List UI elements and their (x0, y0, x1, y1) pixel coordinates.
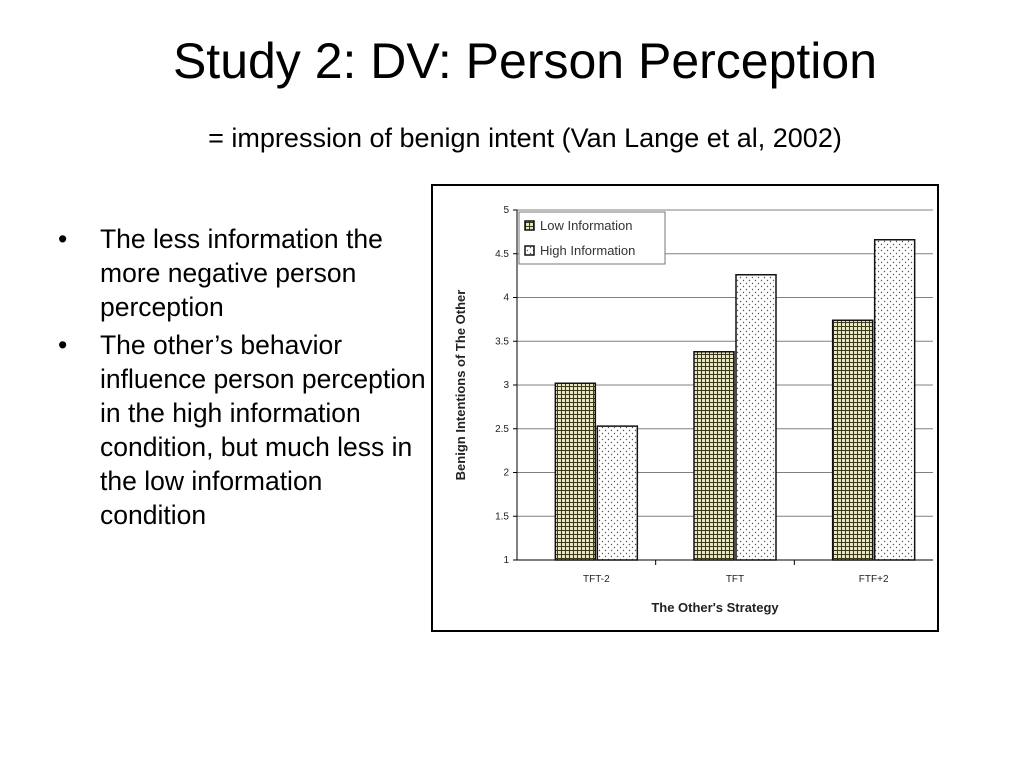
bar-chart: 1 1.5 2 2.5 3 3.5 4 4.5 5 TFT-2 TFT FTF+2 The Other'… (453, 205, 933, 615)
slide-title: Study 2: DV: Person Perception (172, 33, 878, 89)
x-tick-label: TFT (726, 574, 744, 585)
y-tick-label: 2.5 (495, 424, 509, 435)
bullet-text: The less information the more negative p… (100, 224, 383, 322)
legend-swatch-low (524, 220, 535, 231)
y-tick-label: 4 (503, 293, 509, 304)
y-axis-title: Benign Intentions of The Other (453, 290, 468, 481)
legend-swatch-high (524, 245, 535, 256)
y-tick-label: 5 (503, 205, 509, 216)
bar-low-information (554, 382, 597, 561)
bullet-list: • The less information the more negative… (58, 222, 430, 536)
y-tick-label: 1.5 (495, 511, 509, 522)
bullet-dot: • (58, 224, 68, 254)
legend-box (518, 211, 666, 265)
chart-frame: 1 1.5 2 2.5 3 3.5 4 4.5 5 TFT-2 TFT FTF+2 The Other'… (431, 184, 939, 632)
bullet-item: • The other’s behavior influence person … (58, 328, 430, 532)
bar-low-information (831, 319, 874, 561)
bar-low-information (693, 351, 735, 561)
y-tick-label: 4.5 (495, 249, 509, 260)
y-tick-label: 1 (503, 555, 509, 566)
bar-high-information (735, 274, 777, 561)
x-axis-title: The Other's Strategy (651, 600, 779, 615)
legend-label: High Information (540, 243, 635, 258)
y-tick-label: 2 (503, 468, 509, 479)
x-tick-label: FTF+2 (859, 574, 889, 585)
bullet-text: The other’s behavior influence person pe… (100, 330, 426, 530)
y-tick-label: 3 (503, 380, 509, 391)
y-tick-label: 3.5 (495, 336, 509, 347)
bar-high-information (596, 425, 639, 561)
bullet-item: • The less information the more negative… (58, 222, 430, 324)
bullet-dot: • (58, 330, 68, 360)
x-tick-label: TFT-2 (583, 574, 610, 585)
bar-high-information (873, 239, 916, 561)
legend-label: Low Information (540, 218, 633, 233)
slide-subtitle: = impression of benign intent (Van Lange… (208, 123, 842, 153)
